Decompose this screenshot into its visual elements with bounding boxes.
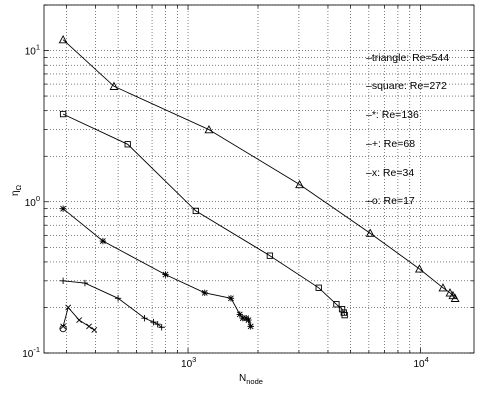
data-point-star: [247, 323, 254, 330]
plot-background: [44, 5, 474, 353]
data-point-square: [59, 110, 67, 118]
series-plus: [59, 277, 165, 331]
y-tick-label: 100: [25, 194, 40, 209]
data-point-triangle: [414, 264, 424, 273]
data-point-plus: [59, 277, 67, 285]
y-tick-label-exp: 0: [36, 194, 40, 203]
data-point-square: [124, 141, 131, 148]
y-tick-label-base: 10: [22, 349, 34, 360]
data-point-triangle: [445, 288, 455, 297]
data-point-x: [60, 323, 67, 330]
data-point-triangle: [204, 124, 214, 134]
y-tick-label: 101: [25, 43, 40, 58]
data-point-star: [236, 311, 243, 318]
data-point-triangle: [295, 179, 305, 189]
x-axis-label-sub: node: [246, 377, 263, 386]
legend-entry-circle: –o: Re=17: [366, 195, 415, 207]
grid: [44, 4, 474, 354]
plot-frame: [43, 4, 475, 354]
x-tick-label-exp: 3: [192, 355, 196, 364]
legend-entry-square: –square: Re=272: [366, 80, 447, 92]
series-star: [59, 205, 254, 330]
data-point-triangle: [109, 81, 119, 90]
data-point-plus: [114, 295, 122, 302]
y-tick-label-exp: 1: [36, 43, 40, 52]
y-axis-label: ηΩ: [10, 184, 23, 196]
legend-entry-triangle: –triangle: Re=544: [366, 52, 449, 64]
legend-entry-x: –x: Re=34: [366, 167, 414, 179]
data-point-star: [99, 237, 107, 245]
series-circle: [59, 324, 67, 333]
data-point-triangle: [58, 35, 68, 44]
data-point-star: [162, 271, 169, 278]
data-point-square: [333, 301, 340, 308]
data-point-triangle: [365, 228, 375, 237]
x-tick-label-exp: 4: [425, 355, 429, 364]
data-point-triangle: [438, 283, 448, 292]
y-tick-label: 10-1: [22, 345, 40, 360]
x-tick-label-base: 10: [413, 359, 425, 370]
series-group: [58, 35, 460, 333]
data-point-plus: [81, 279, 89, 287]
y-tick-label-base: 10: [25, 47, 37, 58]
series-square: [59, 110, 348, 319]
data-point-x: [76, 317, 83, 324]
data-point-x: [65, 304, 72, 311]
data-point-square: [192, 207, 199, 215]
data-point-star: [245, 316, 252, 324]
data-point-square: [338, 305, 346, 313]
y-tick-label-base: 10: [25, 198, 37, 209]
x-axis-label: Nnode: [239, 373, 263, 386]
y-tick-label-exp: -1: [33, 345, 40, 354]
y-axis-label-sub: Ω: [14, 184, 23, 190]
data-point-plus: [154, 321, 161, 328]
series-x: [60, 304, 98, 333]
data-point-triangle: [450, 293, 460, 302]
data-point-plus: [158, 324, 165, 331]
data-point-plus: [150, 318, 157, 326]
legend-entry-plus: –+: Re=68: [366, 138, 415, 150]
data-point-square: [266, 252, 274, 259]
data-point-plus: [141, 314, 148, 322]
data-point-x: [86, 323, 92, 330]
y-axis-label-main: η: [10, 190, 21, 196]
data-point-star: [59, 205, 67, 212]
legend-entry-star: –*: Re=136: [366, 109, 419, 121]
data-point-star: [227, 295, 235, 302]
x-tick-label: 103: [181, 355, 196, 370]
data-point-x: [91, 327, 98, 333]
x-axis-label-main: N: [239, 373, 246, 384]
series-triangle: [58, 35, 460, 302]
legend: –triangle: Re=544 –square: Re=272 –*: Re=1…: [366, 52, 449, 207]
data-point-square: [315, 284, 322, 291]
data-point-star: [201, 289, 208, 297]
x-tick-label-base: 10: [181, 359, 193, 370]
x-tick-label: 104: [413, 355, 428, 370]
data-point-circle: [59, 324, 67, 333]
data-point-square: [341, 311, 348, 319]
axis-ticks: [44, 4, 474, 354]
data-point-star: [239, 314, 246, 322]
